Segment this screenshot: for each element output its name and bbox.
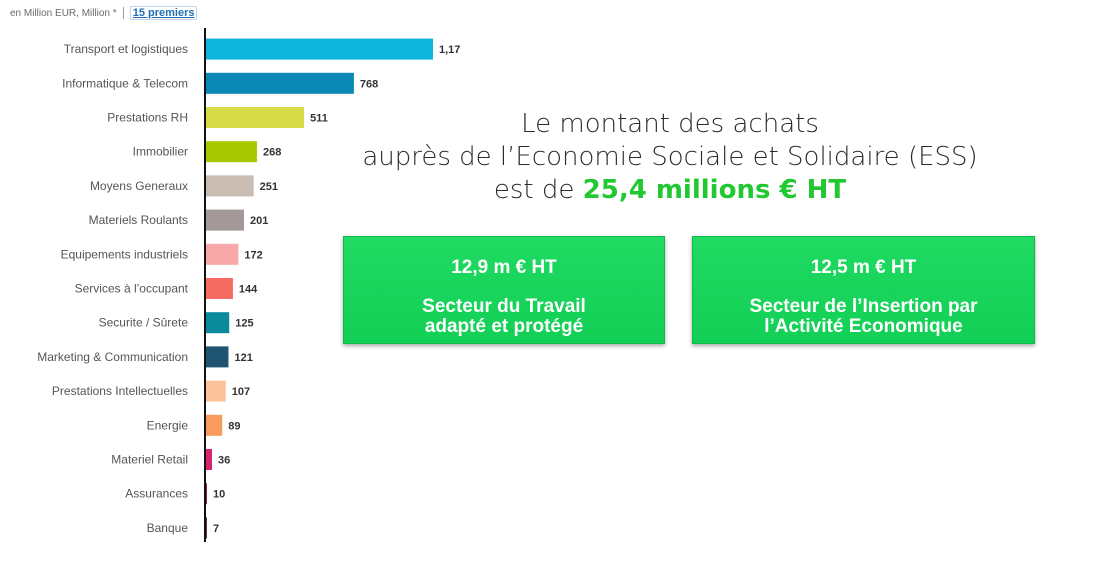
category-label: Marketing & Communication bbox=[37, 350, 188, 364]
card-label-line-2: l’Activité Economique bbox=[764, 316, 963, 337]
card-travail-adapte: 12,9 m € HT Secteur du Travail adapté et… bbox=[343, 236, 665, 344]
bar-9 bbox=[205, 346, 229, 368]
value-label: 121 bbox=[234, 352, 252, 364]
category-label: Assurances bbox=[125, 487, 188, 501]
headline-line-3: est de 25,4 millions € HT bbox=[320, 174, 1020, 207]
bar-4 bbox=[205, 175, 254, 197]
value-label: 511 bbox=[310, 113, 328, 125]
category-label: Informatique & Telecom bbox=[62, 76, 188, 90]
unit-label: en Million EUR, Million * bbox=[10, 7, 117, 19]
value-label: 89 bbox=[228, 420, 240, 432]
bar-11 bbox=[205, 414, 223, 436]
bar-10 bbox=[205, 380, 226, 402]
value-label: 107 bbox=[232, 386, 250, 398]
card-amount: 12,5 m € HT bbox=[810, 257, 917, 278]
bar-1 bbox=[205, 72, 354, 94]
card-label-line-1: Secteur du Travail bbox=[422, 296, 586, 317]
total-amount: 25,4 millions € HT bbox=[582, 175, 847, 205]
headline: Le montant des achats auprès de l’Econom… bbox=[320, 108, 1020, 207]
card-label-line-1: Secteur de l’Insertion par bbox=[749, 296, 978, 317]
bar-3 bbox=[205, 141, 257, 163]
card-label: Secteur du Travail adapté et protégé bbox=[344, 297, 664, 337]
value-label: 172 bbox=[244, 249, 262, 261]
category-label: Materiels Roulants bbox=[89, 213, 188, 227]
category-label: Securite / Sûrete bbox=[99, 316, 189, 330]
card-insertion: 12,5 m € HT Secteur de l’Insertion par l… bbox=[692, 236, 1035, 344]
bar-0 bbox=[205, 38, 433, 60]
category-label: Banque bbox=[147, 521, 189, 535]
bar-12 bbox=[205, 449, 212, 470]
card-label: Secteur de l’Insertion par l’Activité Ec… bbox=[693, 297, 1034, 337]
value-label: 10 bbox=[213, 489, 225, 501]
bar-chart: Transport et logistiques 1,176 Informatiqu… bbox=[37, 28, 460, 542]
headline-prefix: est de bbox=[493, 175, 583, 205]
value-label: 36 bbox=[218, 455, 230, 467]
category-label: Prestations RH bbox=[107, 111, 188, 125]
category-label: Materiel Retail bbox=[111, 453, 188, 467]
headline-line-1: Le montant des achats bbox=[521, 109, 819, 139]
bar-8 bbox=[205, 312, 230, 334]
toolbar-divider bbox=[122, 7, 124, 19]
category-label: Immobilier bbox=[133, 145, 188, 159]
value-label: 7 bbox=[213, 523, 219, 535]
category-label: Prestations Intellectuelles bbox=[52, 384, 188, 398]
value-label: 201 bbox=[250, 215, 268, 227]
value-label: 251 bbox=[260, 181, 278, 193]
bar-5 bbox=[205, 209, 244, 231]
value-label: 125 bbox=[235, 318, 253, 330]
category-label: Services à l’occupant bbox=[75, 282, 189, 296]
value-label: 144 bbox=[239, 284, 258, 296]
headline-line-2: auprès de l’Economie Sociale et Solidair… bbox=[362, 142, 978, 172]
category-label: Equipements industriels bbox=[61, 247, 188, 261]
card-label-line-2: adapté et protégé bbox=[424, 316, 584, 337]
value-label: 768 bbox=[360, 78, 378, 90]
category-label: Energie bbox=[147, 418, 189, 432]
bar-6 bbox=[205, 243, 239, 265]
category-label: Transport et logistiques bbox=[64, 42, 188, 56]
chart-toolbar: en Million EUR, Million * 15 premiers bbox=[10, 5, 198, 21]
value-label: 1,176 bbox=[439, 44, 460, 56]
value-label: 268 bbox=[263, 147, 281, 159]
card-amount: 12,9 m € HT bbox=[451, 257, 557, 278]
category-label: Moyens Generaux bbox=[90, 179, 188, 193]
top-15-link[interactable]: 15 premiers bbox=[129, 6, 198, 20]
bar-2 bbox=[205, 107, 305, 128]
bar-7 bbox=[205, 278, 233, 299]
